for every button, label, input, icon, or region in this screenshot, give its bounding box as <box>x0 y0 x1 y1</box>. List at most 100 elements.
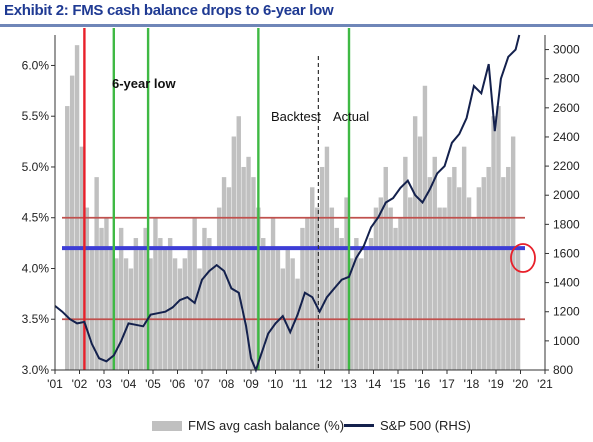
cash-bar <box>339 238 344 370</box>
x-tick-label: '17 <box>439 377 455 391</box>
cash-bar <box>216 207 222 370</box>
cash-bar <box>114 258 119 370</box>
cash-bar <box>231 136 237 370</box>
cash-bar <box>388 207 393 370</box>
cash-bar <box>275 248 281 370</box>
cash-bar <box>486 166 491 370</box>
cash-bar <box>153 217 158 370</box>
x-tick-label: '14 <box>366 377 382 391</box>
cash-bar <box>447 177 452 370</box>
cash-bar <box>226 187 232 370</box>
right-tick-label: 2400 <box>553 130 580 144</box>
x-tick-label: '20 <box>513 377 529 391</box>
x-tick-label: '01 <box>47 377 63 391</box>
cash-bar <box>481 177 486 370</box>
cash-bar <box>265 248 271 370</box>
annotations: 6-year low Backtest Actual <box>112 76 369 124</box>
cash-bar <box>236 116 241 370</box>
right-tick-label: 2600 <box>553 101 580 115</box>
cash-bar <box>368 238 374 370</box>
x-tick-label: '18 <box>464 377 480 391</box>
cash-bar <box>246 156 251 370</box>
cash-bar <box>187 248 192 370</box>
cash-bar <box>99 227 104 370</box>
cash-bar <box>427 177 433 370</box>
cash-bar <box>491 116 496 370</box>
title-underline <box>0 24 593 27</box>
cash-bar <box>192 217 197 370</box>
cash-bar <box>118 227 124 370</box>
left-tick-label: 5.5% <box>22 109 50 123</box>
cash-bar <box>417 136 423 370</box>
x-tick-label: '08 <box>219 377 235 391</box>
cash-bar <box>319 166 325 370</box>
cash-bar <box>329 207 335 370</box>
cash-bar <box>295 278 300 370</box>
cash-bar <box>442 207 447 370</box>
x-tick-label: '10 <box>268 377 284 391</box>
x-tick-label: '03 <box>96 377 112 391</box>
left-tick-label: 5.0% <box>22 160 50 174</box>
cash-balance-bars <box>65 45 521 371</box>
cash-bar <box>79 146 85 370</box>
cash-bar <box>403 156 408 370</box>
cash-bar <box>422 85 428 371</box>
cash-bar <box>471 217 477 370</box>
cash-bar <box>314 207 320 370</box>
highlight-circle <box>510 243 536 273</box>
left-tick-label: 6.0% <box>22 58 50 72</box>
annotation-1: Backtest <box>271 109 321 124</box>
cash-bar <box>378 197 384 370</box>
cash-bar <box>393 227 398 370</box>
cash-bar <box>354 238 359 370</box>
cash-bar <box>412 116 418 370</box>
cash-bar <box>251 177 256 370</box>
x-axis-ticks: '01 '02 '03 '04 '05 '06 '07 '08 '09 '10 '11 '12 '13 '… <box>47 370 553 391</box>
cash-bar <box>202 227 207 370</box>
right-tick-label: 1400 <box>553 276 580 290</box>
left-tick-label: 3.5% <box>22 312 50 326</box>
cash-bar <box>74 45 80 370</box>
legend-item-sp500: S&P 500 (RHS) <box>344 418 471 433</box>
cash-bar <box>515 248 521 370</box>
cash-bar <box>344 197 349 370</box>
cash-bar <box>138 248 143 370</box>
cash-bar <box>437 207 442 370</box>
chart-title: Exhibit 2: FMS cash balance drops to 6-y… <box>4 2 334 19</box>
right-tick-label: 1000 <box>553 334 580 348</box>
cash-bar <box>84 207 90 370</box>
cash-bar <box>241 166 246 370</box>
right-tick-label: 1600 <box>553 246 580 260</box>
annotation-0: 6-year low <box>112 76 176 91</box>
cash-bar <box>461 146 467 370</box>
cash-bar <box>172 258 178 370</box>
right-tick-label: 2000 <box>553 188 580 202</box>
x-tick-label: '07 <box>194 377 210 391</box>
cash-bar <box>373 207 379 370</box>
x-tick-label: '05 <box>145 377 161 391</box>
cash-bar <box>158 238 163 370</box>
right-tick-label: 800 <box>553 363 573 377</box>
legend-label-cash: FMS avg cash balance (%) <box>188 418 345 433</box>
x-tick-label: '12 <box>317 377 333 391</box>
cash-bar <box>285 248 290 370</box>
threshold-lines <box>62 216 525 321</box>
signal-lines <box>83 28 351 370</box>
right-tick-label: 1800 <box>553 217 580 231</box>
cash-bar <box>109 248 114 370</box>
x-tick-label: '16 <box>415 377 431 391</box>
right-tick-label: 1200 <box>553 305 580 319</box>
cash-bar <box>104 217 109 370</box>
cash-bar <box>496 106 501 370</box>
x-tick-label: '15 <box>390 377 406 391</box>
cash-bar <box>457 187 462 370</box>
x-tick-label: '06 <box>170 377 186 391</box>
x-tick-label: '11 <box>293 377 308 391</box>
x-tick-label: '13 <box>341 377 357 391</box>
cash-bar <box>349 258 354 370</box>
cash-bar <box>334 227 339 370</box>
cash-bar <box>270 217 276 370</box>
cash-bar <box>466 197 472 370</box>
cash-bar <box>408 197 413 370</box>
cash-bar <box>123 258 129 370</box>
